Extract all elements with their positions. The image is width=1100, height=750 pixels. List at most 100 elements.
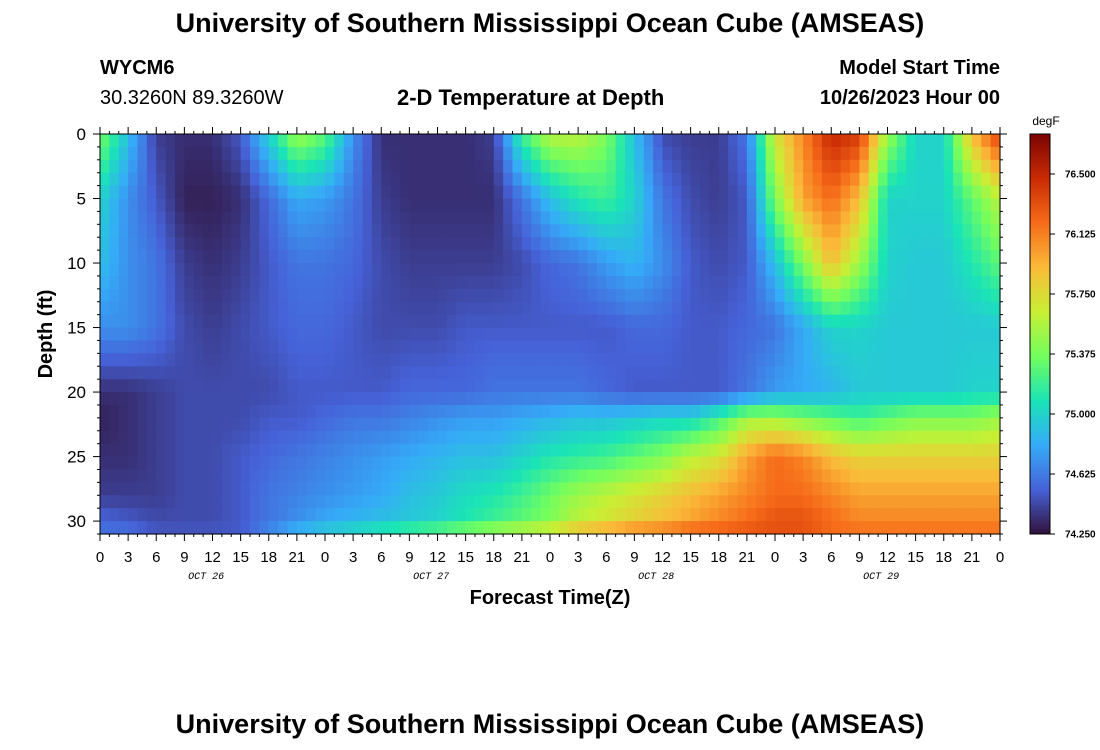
heatmap-cell (531, 288, 542, 303)
heatmap-cell (887, 456, 898, 471)
heatmap-cell (165, 146, 176, 161)
heatmap-cell (381, 211, 392, 225)
heatmap-cell (793, 443, 804, 458)
heatmap-cell (540, 146, 551, 161)
heatmap-cell (737, 314, 748, 329)
heatmap-cell (700, 521, 710, 535)
heatmap-cell (484, 404, 495, 419)
heatmap-cell (662, 404, 673, 419)
heatmap-cell (296, 263, 307, 277)
heatmap-cell (793, 314, 804, 329)
heatmap-cell (381, 275, 392, 290)
heatmap-cell (671, 172, 682, 187)
heatmap-cell (709, 275, 720, 290)
heatmap-cell (737, 237, 748, 251)
heatmap-cell (268, 456, 279, 471)
heatmap-cell (550, 469, 560, 483)
heatmap-cell (240, 172, 251, 187)
heatmap-cell (709, 469, 720, 483)
heatmap-cell (568, 353, 579, 367)
x-tick-label: 9 (630, 549, 638, 566)
heatmap-cell (259, 495, 270, 509)
heatmap-cell (184, 469, 195, 483)
heatmap-cell (943, 482, 954, 496)
heatmap-cell (878, 301, 889, 316)
heatmap-cell (615, 340, 626, 354)
heatmap-cell (896, 482, 907, 496)
heatmap-cell (625, 508, 635, 522)
heatmap-cell (446, 456, 457, 471)
heatmap-cell (671, 495, 682, 509)
heatmap-cell (578, 224, 589, 238)
heatmap-cell (521, 146, 532, 161)
heatmap-cell (428, 443, 439, 458)
heatmap-cell (512, 224, 523, 238)
x-tick-label: 6 (827, 549, 835, 566)
heatmap-cell (278, 263, 289, 277)
heatmap-cell (100, 134, 110, 148)
heatmap-cell (550, 185, 560, 200)
heatmap-cell (287, 250, 298, 264)
heatmap-cell (521, 211, 532, 225)
heatmap-cell (821, 211, 832, 225)
heatmap-cell (840, 340, 851, 354)
heatmap-cell (587, 366, 598, 380)
heatmap-cell (896, 340, 907, 354)
heatmap-cell (812, 392, 823, 406)
heatmap-cell (531, 250, 542, 264)
heatmap-cell (203, 301, 214, 316)
heatmap-cell (137, 224, 148, 238)
heatmap-cell (203, 185, 214, 200)
heatmap-cell (240, 159, 251, 174)
heatmap-cell (737, 301, 748, 316)
heatmap-cell (390, 417, 401, 432)
heatmap-cell (371, 521, 382, 535)
heatmap-cell (231, 379, 242, 393)
x-tick-label: 12 (654, 549, 671, 566)
heatmap-cell (868, 430, 879, 445)
heatmap-cell (840, 379, 851, 393)
heatmap-cell (821, 172, 832, 187)
heatmap-cell (990, 134, 1001, 148)
heatmap-cell (475, 404, 485, 419)
heatmap-cell (887, 211, 898, 225)
heatmap-cell (765, 224, 776, 238)
heatmap-cell (381, 495, 392, 509)
heatmap-cell (362, 198, 373, 213)
heatmap-cell (221, 134, 232, 148)
heatmap-cell (175, 379, 185, 393)
heatmap-cell (531, 237, 542, 251)
heatmap-cell (962, 392, 973, 406)
heatmap-cell (737, 379, 748, 393)
heatmap-cell (362, 224, 373, 238)
heatmap-cell (175, 172, 185, 187)
heatmap-cell (953, 353, 964, 367)
heatmap-cell (156, 198, 167, 213)
heatmap-cell (868, 495, 879, 509)
heatmap-cell (437, 275, 448, 290)
heatmap-cell (671, 482, 682, 496)
heatmap-cell (596, 172, 607, 187)
heatmap-cell (746, 172, 757, 187)
heatmap-cell (175, 495, 185, 509)
heatmap-cell (559, 482, 570, 496)
heatmap-cell (212, 301, 223, 316)
heatmap-cell (146, 288, 157, 303)
heatmap-cell (418, 327, 429, 342)
heatmap-cell (381, 301, 392, 316)
heatmap-cell (681, 263, 692, 277)
heatmap-cells (100, 134, 1001, 535)
heatmap-cell (709, 521, 720, 535)
heatmap-cell (437, 340, 448, 354)
heatmap-cell (259, 134, 270, 148)
heatmap-cell (128, 521, 139, 535)
heatmap-cell (465, 275, 476, 290)
heatmap-cell (531, 340, 542, 354)
heatmap-cell (953, 340, 964, 354)
heatmap-cell (521, 263, 532, 277)
heatmap-cell (128, 340, 139, 354)
heatmap-cell (559, 327, 570, 342)
heatmap-cell (859, 366, 870, 380)
heatmap-cell (662, 521, 673, 535)
heatmap-cell (784, 417, 795, 432)
